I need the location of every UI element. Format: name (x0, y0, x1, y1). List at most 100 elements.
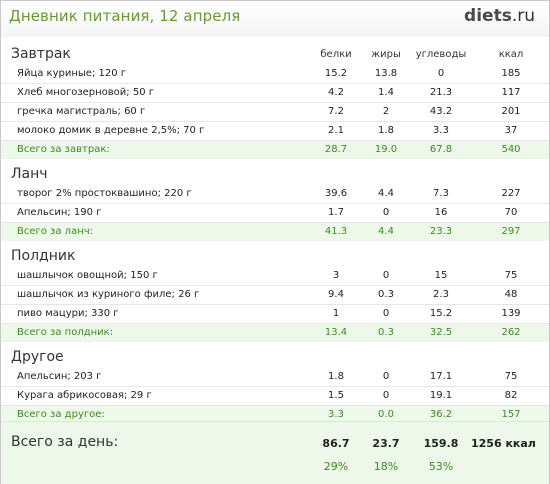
section-total-label: Всего за завтрак: (17, 144, 110, 155)
cell-fat: 0 (382, 390, 390, 401)
cell-carbs: 19.1 (429, 390, 453, 401)
cell-kcal: 37 (504, 125, 518, 136)
total-kcal: 540 (501, 144, 521, 155)
total-kcal: 157 (501, 409, 521, 420)
food-name: шашлычок овощной; 150 г (17, 270, 158, 281)
cell-protein: 1.7 (328, 207, 344, 218)
total-carbs: 67.8 (429, 144, 453, 155)
day-kcal: 1256 ккал (471, 437, 536, 450)
food-name: шашлычок из куриного филе; 26 г (17, 289, 200, 300)
cell-kcal: 227 (501, 188, 521, 199)
food-name: творог 2% простоквашино; 220 г (17, 188, 192, 199)
cell-protein: 15.2 (324, 68, 348, 79)
total-kcal: 297 (501, 226, 521, 237)
section-title: Другое (11, 349, 64, 365)
day-protein-pct: 29% (323, 460, 349, 473)
food-name: Хлеб многозерновой; 50 г (17, 87, 155, 98)
table-row: шашлычок овощной; 150 г 3 0 15 75 (1, 267, 549, 286)
page-title: Дневник питания, 12 апреля (9, 7, 241, 25)
food-name: Яйца куриные; 120 г (17, 68, 127, 79)
day-fat: 23.7 (372, 437, 400, 450)
section-total-label: Всего за другое: (17, 409, 105, 420)
cell-protein: 1 (332, 308, 340, 319)
section-title: Полдник (11, 248, 76, 264)
cell-fat: 13.8 (374, 68, 398, 79)
cell-carbs: 15 (434, 270, 448, 281)
cell-protein: 1.8 (328, 371, 344, 382)
food-name: молоко домик в деревне 2,5%; 70 г (17, 125, 205, 136)
table-row: Курага абрикосовая; 29 г 1.5 0 19.1 82 (1, 387, 549, 406)
section-header: Ланч (1, 163, 549, 185)
section-total-label: Всего за полдник: (17, 327, 114, 338)
column-header-protein: белки (320, 49, 352, 60)
cell-fat: 0 (382, 308, 390, 319)
section-total-row: Всего за другое: 3.3 0.0 36.2 157 (1, 406, 549, 424)
cell-protein: 3 (332, 270, 340, 281)
total-carbs: 36.2 (429, 409, 453, 420)
table-row: шашлычок из куриного филе; 26 г 9.4 0.3 2.3… (1, 286, 549, 305)
section-total-row: Всего за полдник: 13.4 0.3 32.5 262 (1, 324, 549, 342)
cell-protein: 2.1 (328, 125, 344, 136)
section-total-row: Всего за завтрак: 28.7 19.0 67.8 540 (1, 141, 549, 159)
section-header: Другое (1, 346, 549, 368)
table-row: Апельсин; 203 г 1.8 0 17.1 75 (1, 368, 549, 387)
meal-sections: Завтрак белки жиры углеводы ккал Яйца куриные… (1, 43, 549, 428)
food-name: Апельсин; 203 г (17, 371, 102, 382)
section-total-label: Всего за ланч: (17, 226, 94, 237)
cell-carbs: 0 (437, 68, 445, 79)
cell-fat: 0 (382, 207, 390, 218)
day-carbs: 159.8 (423, 437, 459, 450)
cell-kcal: 48 (504, 289, 518, 300)
total-kcal: 262 (501, 327, 521, 338)
table-row: Хлеб многозерновой; 50 г 4.2 1.4 21.3 117 (1, 84, 549, 103)
cell-fat: 0 (382, 371, 390, 382)
day-fat-pct: 18% (373, 460, 399, 473)
table-row: Апельсин; 190 г 1.7 0 16 70 (1, 204, 549, 223)
day-total: Всего за день: 86.7 23.7 159.8 1256 ккал… (1, 421, 549, 484)
total-fat: 0.0 (378, 409, 394, 420)
cell-kcal: 70 (504, 207, 518, 218)
cell-kcal: 75 (504, 270, 518, 281)
table-row: Яйца куриные; 120 г 15.2 13.8 0 185 (1, 65, 549, 84)
total-fat: 0.3 (378, 327, 394, 338)
cell-kcal: 117 (501, 87, 521, 98)
cell-fat: 1.8 (378, 125, 394, 136)
cell-fat: 2 (382, 106, 390, 117)
cell-carbs: 3.3 (433, 125, 449, 136)
cell-kcal: 75 (504, 371, 518, 382)
diets-logo[interactable]: diets.ru (464, 6, 535, 26)
food-name: Апельсин; 190 г (17, 207, 102, 218)
column-header-kcal: ккал (498, 49, 524, 60)
total-carbs: 32.5 (429, 327, 453, 338)
section-total-row: Всего за ланч: 41.3 4.4 23.3 297 (1, 223, 549, 241)
total-carbs: 23.3 (429, 226, 453, 237)
logo-tld: .ru (511, 6, 535, 26)
cell-kcal: 201 (501, 106, 521, 117)
total-protein: 3.3 (328, 409, 344, 420)
cell-protein: 9.4 (328, 289, 344, 300)
cell-protein: 1.5 (328, 390, 344, 401)
section-header: Завтрак белки жиры углеводы ккал (1, 43, 549, 65)
cell-fat: 4.4 (378, 188, 394, 199)
food-name: пиво мацури; 330 г (17, 308, 119, 319)
food-name: гречка магистраль; 60 г (17, 106, 146, 117)
cell-carbs: 7.3 (433, 188, 449, 199)
cell-protein: 7.2 (328, 106, 344, 117)
section-title: Ланч (11, 166, 48, 182)
cell-carbs: 17.1 (429, 371, 453, 382)
cell-carbs: 43.2 (429, 106, 453, 117)
cell-kcal: 185 (501, 68, 521, 79)
cell-carbs: 16 (434, 207, 448, 218)
section-title: Завтрак (11, 46, 71, 62)
total-fat: 4.4 (378, 226, 394, 237)
total-protein: 28.7 (324, 144, 348, 155)
cell-carbs: 15.2 (429, 308, 453, 319)
column-header-fat: жиры (371, 49, 401, 60)
total-protein: 13.4 (324, 327, 348, 338)
cell-carbs: 2.3 (433, 289, 449, 300)
logo-main: diets (464, 6, 512, 26)
table-row: пиво мацури; 330 г 1 0 15.2 139 (1, 305, 549, 324)
cell-fat: 0.3 (378, 289, 394, 300)
table-row: творог 2% простоквашино; 220 г 39.6 4.4 7.3… (1, 185, 549, 204)
cell-protein: 4.2 (328, 87, 344, 98)
